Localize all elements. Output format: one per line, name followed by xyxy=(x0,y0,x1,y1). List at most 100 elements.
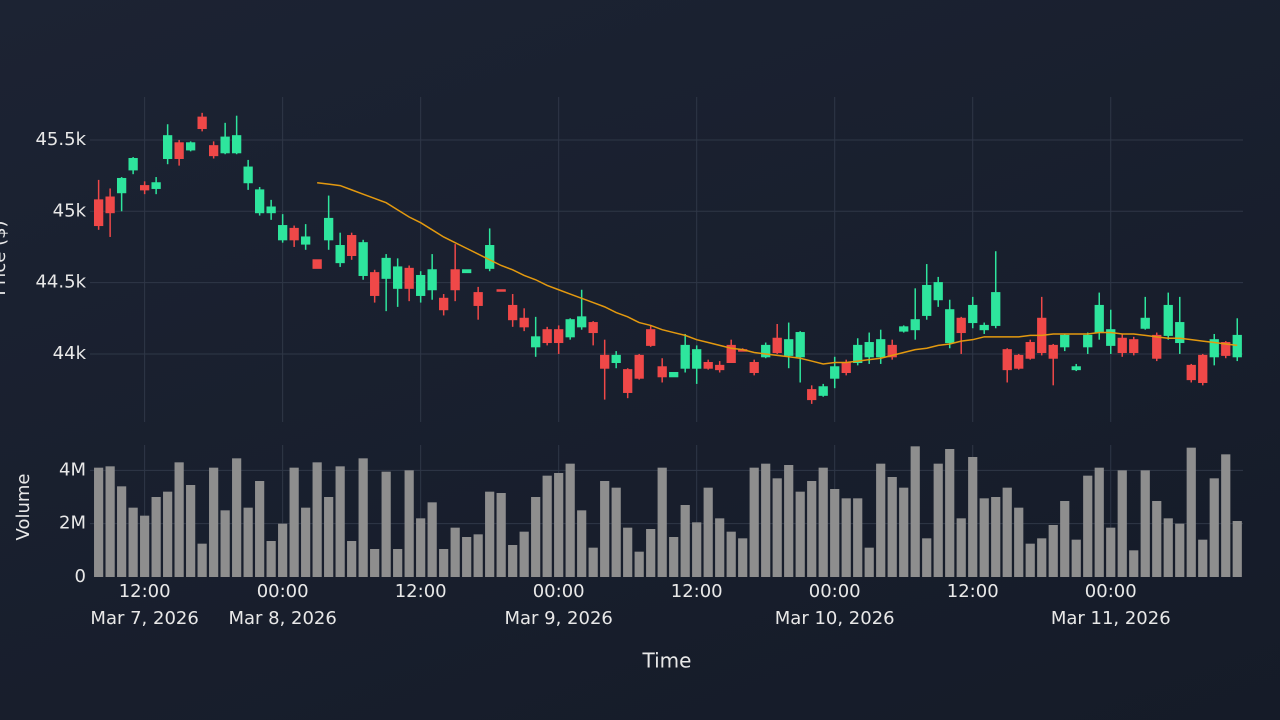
volume-bar xyxy=(669,537,679,577)
volume-bar xyxy=(1186,447,1196,577)
candle-body xyxy=(956,317,966,334)
candle-body xyxy=(450,269,460,291)
candle-body xyxy=(185,142,196,151)
volume-bar xyxy=(761,463,771,577)
volume-bar xyxy=(979,498,989,577)
candle-body xyxy=(565,319,575,338)
candle-body xyxy=(151,182,161,189)
volume-bar xyxy=(749,467,759,577)
volume-bar xyxy=(1094,467,1104,577)
candle-body xyxy=(577,316,587,328)
volume-bar xyxy=(370,549,380,577)
volume-bar xyxy=(324,497,334,577)
candle-body xyxy=(680,344,690,369)
volume-bar xyxy=(1221,454,1231,577)
candle-body xyxy=(864,342,874,358)
candle-body xyxy=(841,362,851,373)
volume-bar xyxy=(381,471,391,577)
volume-bar xyxy=(266,541,276,577)
candle-body xyxy=(1083,334,1093,348)
candle-body xyxy=(657,366,667,378)
candle-body xyxy=(93,199,104,227)
candle-body xyxy=(1106,329,1116,346)
candle-body xyxy=(243,166,253,184)
candle-body xyxy=(876,339,886,358)
candle-body xyxy=(784,339,794,356)
candle-body xyxy=(1014,354,1024,369)
candle-body xyxy=(807,389,817,401)
candle-body xyxy=(1163,304,1173,336)
candle-body xyxy=(853,344,863,364)
candle-body xyxy=(646,329,656,346)
volume-bar xyxy=(404,470,414,577)
volume-bar xyxy=(255,481,265,577)
volume-bar xyxy=(830,489,840,577)
volume-bar xyxy=(841,498,851,577)
candle-body xyxy=(830,366,840,379)
candle-body xyxy=(554,329,564,344)
candle-body xyxy=(726,344,736,364)
y-tick-label: 2M xyxy=(59,513,86,534)
candle-body xyxy=(1198,354,1208,383)
volume-bar xyxy=(1129,550,1139,577)
x-tick-label: 00:00 xyxy=(533,581,585,602)
y-tick-label: 44k xyxy=(53,343,87,364)
candle-body xyxy=(255,189,265,214)
candle-body xyxy=(531,336,541,348)
volume-bar xyxy=(715,518,725,577)
candle-body xyxy=(404,267,414,289)
volume-bar xyxy=(117,486,127,577)
volume-bar xyxy=(140,515,150,577)
volume-bar xyxy=(232,458,242,577)
x-tick-label: 12:00 xyxy=(395,581,447,602)
volume-bar xyxy=(818,467,828,577)
volume-bar xyxy=(853,498,863,577)
volume-bar xyxy=(186,485,196,577)
volume-bar xyxy=(680,505,690,577)
candle-body xyxy=(128,157,138,171)
y-tick-label: 4M xyxy=(59,459,86,480)
volume-bar xyxy=(703,487,713,577)
volume-bar xyxy=(968,457,978,577)
volume-bar xyxy=(209,467,219,577)
volume-bar xyxy=(1175,523,1185,577)
candle-body xyxy=(1094,304,1104,334)
volume-bar xyxy=(600,481,610,577)
volume-bar xyxy=(588,547,598,577)
volume-bar xyxy=(876,463,886,577)
candle-body xyxy=(1129,339,1139,354)
candle-body xyxy=(1071,366,1081,371)
candle-body xyxy=(669,371,679,378)
volume-bar xyxy=(945,449,955,577)
volume-bar xyxy=(163,491,173,577)
volume-bar xyxy=(128,507,138,577)
candle-body xyxy=(496,289,506,292)
volume-bar xyxy=(462,537,472,577)
volume-bar xyxy=(726,531,736,577)
candle-body xyxy=(1048,344,1058,359)
candle-body xyxy=(910,319,920,331)
candle-body xyxy=(623,369,633,393)
volume-bar xyxy=(243,507,253,577)
candle-body xyxy=(715,364,725,371)
candle-body xyxy=(611,354,621,364)
volume-bar xyxy=(439,549,449,577)
volume-bar xyxy=(1209,478,1219,577)
candle-body xyxy=(197,116,207,130)
candle-body xyxy=(508,304,518,321)
volume-bar xyxy=(634,551,644,577)
volume-bar xyxy=(393,549,403,577)
candle-body xyxy=(347,235,357,257)
candle-body xyxy=(289,227,299,241)
candle-body xyxy=(278,225,288,241)
volume-bar xyxy=(416,518,426,577)
volume-bar xyxy=(1152,501,1162,577)
volume-bar xyxy=(554,473,564,577)
candle-body xyxy=(588,322,598,334)
candle-body xyxy=(600,354,610,369)
candle-body xyxy=(105,196,115,214)
volume-bar xyxy=(105,466,115,577)
candle-body xyxy=(301,236,311,245)
x-tick-date-label: Mar 7, 2026 xyxy=(90,608,198,629)
